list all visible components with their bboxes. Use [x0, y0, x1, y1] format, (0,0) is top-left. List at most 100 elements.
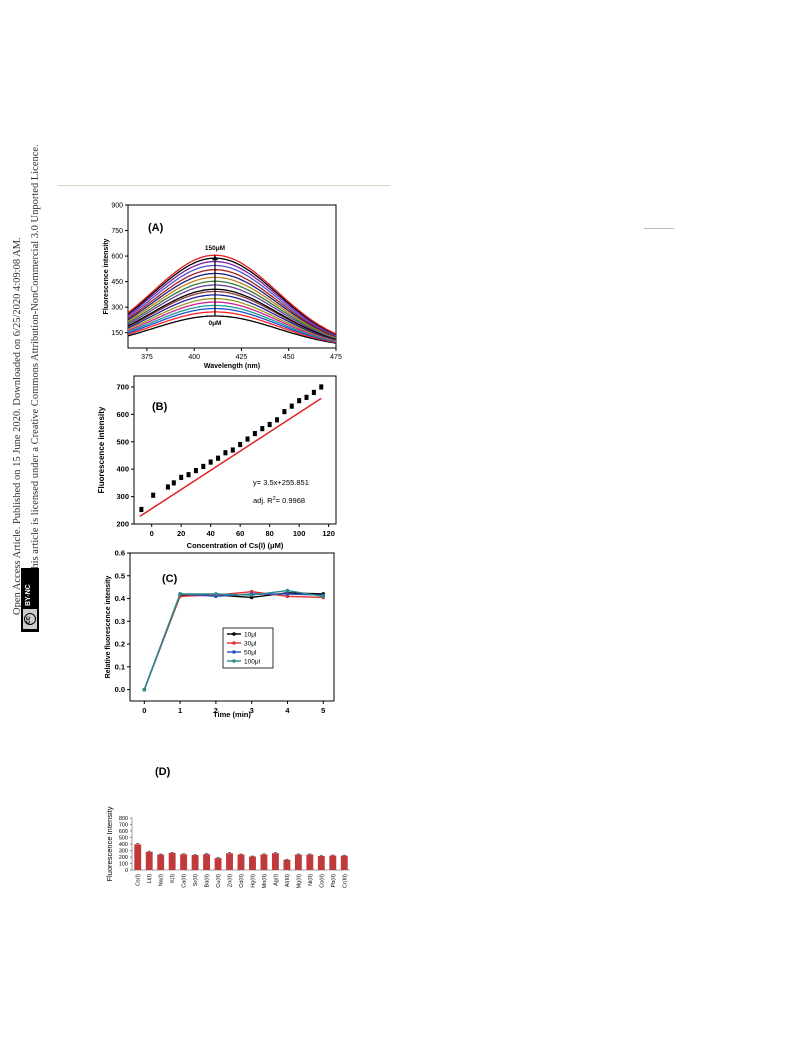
cc-license-badge[interactable]: cc BY-NC [21, 568, 39, 632]
data-point [319, 384, 324, 389]
bar [260, 854, 268, 870]
spectrum-curve [127, 260, 337, 336]
data-point [238, 442, 243, 447]
spectrum-curve [127, 290, 337, 341]
margin-divider [644, 228, 674, 229]
x-tick-label-c: 4 [285, 706, 290, 715]
y-tick-label-b: 300 [116, 492, 129, 501]
time-series-point [285, 588, 290, 593]
legend-entry: 10μl [244, 632, 257, 639]
x-tick-label-a: 375 [141, 354, 153, 361]
category-label: Hg(II) [250, 874, 256, 888]
spectrum-curve [127, 257, 337, 335]
top-concentration-label: 150μM [205, 245, 225, 252]
x-tick-label-b: 60 [236, 529, 244, 538]
x-tick-label-a: 425 [236, 354, 248, 361]
data-point [171, 480, 176, 485]
spectrum-curve [127, 284, 337, 340]
plot-frame-c [129, 552, 335, 702]
data-point [208, 460, 213, 465]
data-point [275, 417, 280, 422]
x-tick-label-c: 2 [214, 706, 218, 715]
bar [145, 851, 153, 870]
spectrum-curve [127, 297, 337, 342]
y-axis-label-c: Relative fluorescence intensity [105, 576, 112, 679]
panel-label-b: (B) [152, 401, 168, 413]
category-label: Ba(II) [205, 874, 211, 888]
category-label: Mn(II) [262, 874, 268, 889]
x-tick-label-c: 1 [178, 706, 182, 715]
bar [306, 854, 314, 870]
bar [180, 854, 188, 870]
data-point [260, 426, 265, 431]
plot-frame-b [133, 375, 337, 525]
data-point [245, 437, 250, 442]
y-tick-label-c: 0.2 [115, 640, 125, 649]
y-tick-label-d: 400 [119, 842, 128, 848]
spectrum-curve [127, 311, 337, 344]
cc-circle-icon [24, 613, 36, 625]
bar [226, 853, 233, 870]
y-axis-label-a: Fluorescence intensity [103, 238, 110, 314]
y-tick-label-d: 100 [119, 862, 128, 868]
y-tick-label-d: 800 [119, 816, 128, 822]
category-label: Zn(II) [228, 874, 234, 887]
y-tick-label-d: 600 [119, 829, 128, 835]
spectrum-curve [127, 269, 337, 337]
legend-entry: 50μl [244, 650, 257, 657]
y-tick-label-a: 150 [111, 330, 123, 337]
y-tick-label-c: 0.5 [115, 571, 125, 580]
category-label: Li(I) [147, 874, 153, 884]
category-label: Ca(II) [182, 874, 188, 888]
data-point [267, 422, 272, 427]
bar [271, 853, 279, 870]
bar [191, 855, 199, 870]
legend-marker [232, 650, 236, 654]
data-point [165, 485, 170, 489]
x-tick-label-b: 0 [150, 529, 154, 538]
y-tick-label-b: 700 [116, 382, 129, 391]
y-tick-label-c: 0.6 [115, 549, 125, 558]
y-tick-label-d: 700 [119, 823, 128, 829]
category-label: Cd(II) [239, 874, 245, 888]
legend-entry: 100μl [244, 659, 261, 666]
bar [294, 854, 302, 870]
data-point [216, 456, 221, 461]
data-point [193, 468, 198, 473]
bar [283, 859, 291, 870]
y-tick-label-b: 200 [116, 520, 129, 529]
legend-marker [232, 632, 236, 636]
y-tick-label-c: 0.4 [115, 594, 126, 603]
y-axis-label-d: Fluorescence Intensity [105, 806, 114, 881]
fit-r-squared: adj. R2= 0.9968 [253, 496, 305, 505]
panel-label-c: (C) [162, 573, 178, 585]
y-tick-label-b: 400 [116, 465, 129, 474]
category-label: Al(III) [285, 874, 291, 887]
x-tick-label-c: 3 [250, 706, 254, 715]
x-axis-label-b: Concentration of Cs(I) (μM) [187, 541, 284, 550]
category-label: Ni(II) [308, 874, 314, 886]
legend-marker [232, 659, 236, 663]
x-tick-label-b: 80 [265, 529, 273, 538]
x-tick-label-b: 20 [177, 529, 185, 538]
y-tick-label-a: 600 [111, 254, 123, 261]
panel-label-d: (D) [155, 766, 171, 778]
x-tick-label-a: 450 [283, 354, 295, 361]
x-tick-label-c: 5 [321, 706, 325, 715]
bar [203, 854, 211, 870]
y-tick-label-a: 750 [111, 228, 123, 235]
time-series-point [285, 592, 290, 596]
bar [340, 855, 348, 870]
bar [168, 852, 176, 870]
bar [237, 854, 245, 870]
bar [214, 858, 222, 870]
data-point [186, 472, 191, 477]
y-tick-label-d: 0 [125, 868, 128, 874]
spectrum-curve [127, 264, 337, 337]
header-divider [58, 185, 390, 186]
category-label: Cs(I) [136, 874, 142, 886]
spectrum-curve [127, 294, 337, 341]
x-axis-label-a: Wavelength (nm) [204, 363, 260, 370]
y-tick-label-a: 900 [111, 203, 123, 210]
x-axis-label-c: Time (min) [213, 710, 251, 719]
